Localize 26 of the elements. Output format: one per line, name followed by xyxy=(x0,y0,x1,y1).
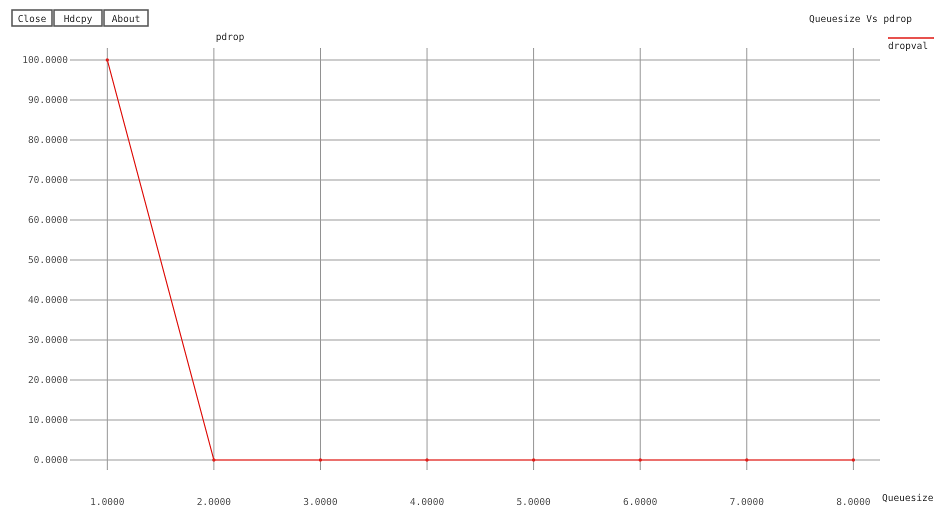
button: Close xyxy=(11,9,53,27)
y-tick-label: 80.0000 xyxy=(28,135,68,146)
y-tick-label: 50.0000 xyxy=(28,255,68,266)
y-tick-label: 0.0000 xyxy=(34,455,68,466)
x-tick-label: 5.0000 xyxy=(516,497,552,508)
button: About xyxy=(103,9,149,27)
y-tick-label: 60.0000 xyxy=(28,215,68,226)
x-tick-label: 7.0000 xyxy=(730,497,764,508)
y-axis-title: pdrop xyxy=(216,32,245,43)
x-tick-label: 2.0000 xyxy=(196,497,232,508)
y-tick-label: 70.0000 xyxy=(28,175,68,186)
y-tick-label: 40.0000 xyxy=(28,295,68,306)
x-tick-label: 4.0000 xyxy=(410,497,444,508)
x-tick-label: 3.0000 xyxy=(303,497,338,508)
x-tick-label: 8.0000 xyxy=(836,497,871,508)
x-tick-label: 6.0000 xyxy=(623,497,658,508)
x-tick-label: 1.0000 xyxy=(90,497,125,508)
legend-label: dropval xyxy=(888,41,928,52)
y-tick-label: 20.0000 xyxy=(28,375,68,386)
y-tick-label: 90.0000 xyxy=(28,95,68,106)
y-tick-label: 30.0000 xyxy=(28,335,68,346)
y-tick-label: 10.0000 xyxy=(28,415,68,426)
button: Hdcpy xyxy=(53,9,103,27)
x-axis-title: Queuesize xyxy=(882,493,934,504)
y-tick-label: 100.0000 xyxy=(22,55,68,66)
chart-title: Queuesize Vs pdrop xyxy=(809,14,912,25)
